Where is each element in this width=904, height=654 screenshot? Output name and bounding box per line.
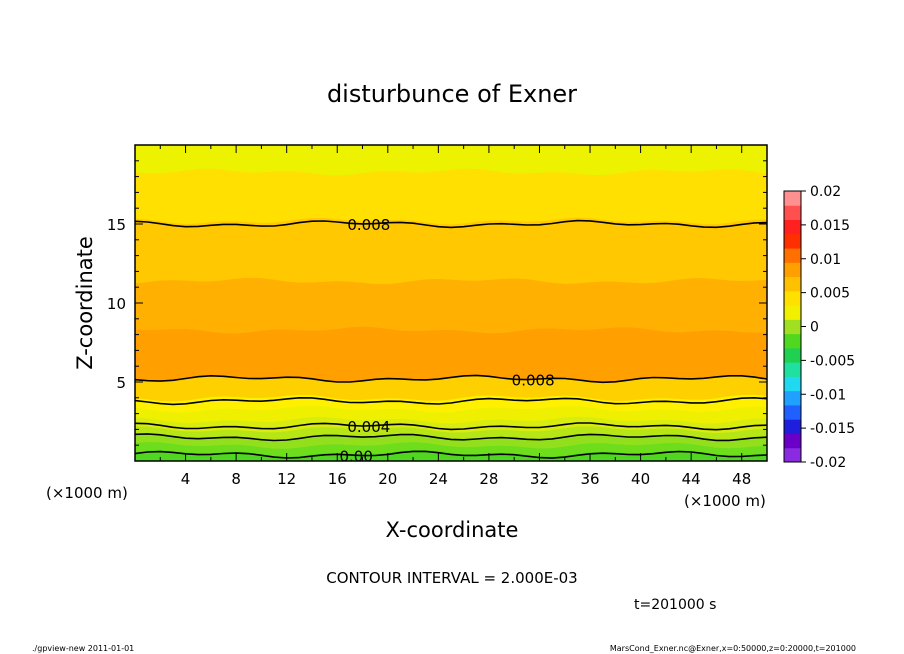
colorbar-tick-label: 0.015 bbox=[810, 218, 850, 234]
x-axis-label: X-coordinate bbox=[386, 518, 519, 542]
plot-area: 0.008 0.008 0.004 0.00 bbox=[135, 145, 767, 465]
colorbar-swatch bbox=[784, 205, 801, 221]
colorbar-swatch bbox=[784, 248, 801, 263]
colorbar-swatch bbox=[784, 233, 801, 249]
colorbar-swatch bbox=[784, 262, 801, 278]
colorbar-swatch bbox=[784, 333, 801, 349]
x-tick-label: 32 bbox=[530, 470, 549, 488]
bands-layer bbox=[135, 145, 767, 461]
colorbar-tick-label: -0.005 bbox=[810, 353, 855, 369]
x-tick-label: 20 bbox=[378, 470, 397, 488]
colorbar-swatch bbox=[784, 290, 801, 306]
contour-line-5 bbox=[135, 450, 767, 459]
colorbar-swatch bbox=[784, 191, 801, 206]
colorbar-swatch bbox=[784, 362, 801, 377]
contour-line-2 bbox=[135, 396, 767, 406]
contour-label-3: 0.004 bbox=[347, 418, 390, 436]
contour-line-3 bbox=[135, 422, 767, 431]
colorbar bbox=[784, 191, 801, 463]
colorbar-swatch bbox=[784, 376, 801, 392]
colorbar-ticks: 0.02 0.015 0.01 0.005 0 -0.005 -0.01 -0.015 -0.0… bbox=[801, 184, 855, 471]
colorbar-tick-label: 0.01 bbox=[810, 252, 841, 268]
colorbar-swatch bbox=[784, 219, 801, 235]
band-9 bbox=[135, 277, 767, 334]
contour-label-5: 0.00 bbox=[339, 447, 372, 465]
colorbar-swatch bbox=[784, 319, 801, 335]
footer-right: MarsCond_Exner.nc@Exner,x=0:50000,z=0:20… bbox=[610, 644, 856, 653]
x-tick-label: 16 bbox=[328, 470, 347, 488]
band-12 bbox=[135, 145, 767, 176]
colorbar-tick-label: -0.015 bbox=[810, 421, 855, 437]
colorbar-tick-label: -0.01 bbox=[810, 387, 846, 403]
x-tick-label: 28 bbox=[479, 470, 498, 488]
band-11 bbox=[135, 168, 767, 225]
x-tick-label: 44 bbox=[682, 470, 701, 488]
x-tick-label: 4 bbox=[181, 470, 191, 488]
y-axis-ticks: 5 10 15 bbox=[107, 160, 767, 446]
colorbar-swatch bbox=[784, 433, 801, 449]
colorbar-swatch bbox=[784, 404, 801, 420]
colorbar-tick-label: 0.02 bbox=[810, 184, 841, 200]
y-tick-label: 10 bbox=[107, 295, 126, 313]
y-tick-label: 5 bbox=[116, 374, 126, 392]
x-unit-left: (×1000 m) bbox=[46, 484, 128, 502]
colorbar-swatch bbox=[784, 447, 801, 463]
chart-title: disturbunce of Exner bbox=[327, 80, 577, 108]
x-unit-right: (×1000 m) bbox=[684, 492, 766, 510]
contour-line-4 bbox=[135, 433, 767, 442]
y-axis-label: Z-coordinate bbox=[73, 236, 97, 370]
contour-line-0 bbox=[135, 219, 767, 229]
x-tick-label: 36 bbox=[580, 470, 599, 488]
contour-line-1 bbox=[135, 374, 767, 384]
colorbar-swatch bbox=[784, 390, 801, 406]
y-tick-label: 15 bbox=[107, 216, 126, 234]
contour-interval: CONTOUR INTERVAL = 2.000E-03 bbox=[326, 569, 577, 587]
band-8 bbox=[135, 326, 767, 383]
footer-left: ./gpview-new 2011-01-01 bbox=[32, 644, 134, 653]
x-tick-label: 24 bbox=[429, 470, 448, 488]
x-tick-label: 8 bbox=[231, 470, 241, 488]
time-label: t=201000 s bbox=[634, 597, 716, 613]
colorbar-tick-label: 0.005 bbox=[810, 286, 850, 302]
x-tick-label: 12 bbox=[277, 470, 296, 488]
contour-label-0: 0.008 bbox=[347, 216, 390, 234]
colorbar-tick-label: -0.02 bbox=[810, 455, 846, 471]
contours-layer: 0.008 0.008 0.004 0.00 bbox=[135, 216, 767, 465]
colorbar-swatch bbox=[784, 419, 801, 434]
x-axis-ticks: 4 8 12 16 20 24 28 32 36 40 44 48 bbox=[134, 145, 768, 488]
contour-label-1: 0.008 bbox=[512, 371, 555, 389]
colorbar-tick-label: 0 bbox=[810, 320, 819, 336]
x-tick-label: 40 bbox=[631, 470, 650, 488]
colorbar-swatch bbox=[784, 276, 801, 292]
x-tick-label: 48 bbox=[732, 470, 751, 488]
colorbar-swatch bbox=[784, 305, 801, 320]
colorbar-swatch bbox=[784, 347, 801, 363]
